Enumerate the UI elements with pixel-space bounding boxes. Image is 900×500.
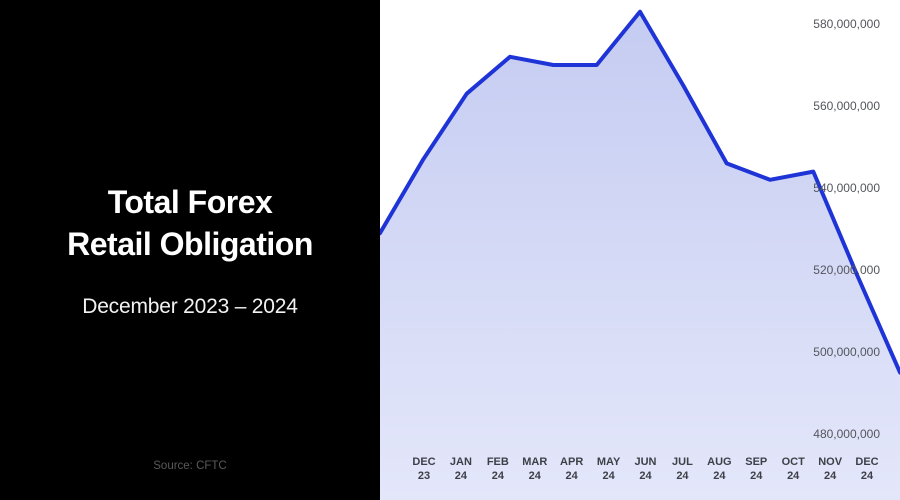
x-label-month: OCT: [781, 456, 805, 468]
chart-title-line1: Total Forex: [107, 184, 273, 220]
x-category-label: AUG 24: [699, 455, 739, 483]
x-category-label: NOV 24: [810, 455, 850, 483]
x-category-label: JUN 24: [626, 455, 666, 483]
x-category-label: SEP 24: [736, 455, 776, 483]
x-category-label: APR 24: [552, 455, 592, 483]
chart-title: Total Forex Retail Obligation: [67, 181, 313, 265]
x-label-month: AUG: [707, 456, 732, 468]
x-label-year: 24: [528, 470, 541, 482]
x-label-month: FEB: [486, 456, 509, 468]
x-category-label: DEC 23: [404, 455, 444, 483]
y-tick-label: 560,000,000: [813, 99, 880, 113]
y-tick-label: 520,000,000: [813, 263, 880, 277]
x-label-month: JAN: [449, 456, 472, 468]
y-tick-label: 480,000,000: [813, 427, 880, 441]
x-label-year: 24: [676, 470, 689, 482]
x-label-month: DEC: [855, 456, 879, 468]
source-label: Source: CFTC: [153, 460, 227, 472]
x-label-year: 24: [823, 470, 837, 482]
x-category-label: FEB 24: [478, 455, 518, 483]
x-category-label: DEC 24: [847, 455, 887, 483]
area-fill: [380, 11, 900, 500]
area-chart: [380, 9, 900, 500]
chart-area: 580,000,000 560,000,000 540,000,000 520,000…: [380, 0, 900, 500]
x-label-year: 24: [750, 470, 763, 482]
trend-line: [380, 9, 900, 375]
x-label-year: 24: [491, 470, 504, 482]
x-category-label: JAN 24: [441, 455, 481, 483]
y-tick-label: 500,000,000: [813, 345, 880, 359]
x-label-month: DEC: [412, 456, 436, 468]
x-label-year: 24: [639, 470, 652, 482]
x-label-year: 24: [787, 470, 800, 482]
x-category-label: MAR 24: [515, 455, 555, 483]
y-tick-label: 580,000,000: [813, 17, 880, 31]
x-label-year: 24: [602, 470, 615, 482]
x-label-month: MAR: [522, 456, 548, 468]
x-label-year: 24: [713, 470, 726, 482]
y-tick-label: 540,000,000: [813, 181, 880, 195]
x-category-label: OCT 24: [773, 455, 813, 483]
x-label-month: APR: [560, 456, 584, 468]
x-label-year: 24: [565, 470, 578, 482]
chart-title-line2: Retail Obligation: [67, 226, 313, 262]
x-label-year: 24: [454, 470, 468, 482]
x-label-year: 23: [417, 470, 431, 482]
chart-subtitle: December 2023 – 2024: [82, 295, 298, 318]
x-label-month: NOV: [818, 456, 843, 468]
x-label-month: JUL: [672, 456, 693, 468]
title-panel: Total Forex Retail Obligation December 20…: [0, 0, 380, 500]
x-category-label: MAY 24: [589, 455, 629, 483]
title-block: Total Forex Retail Obligation December 20…: [67, 181, 313, 319]
x-label-year: 24: [860, 470, 874, 482]
x-label-month: MAY: [596, 456, 621, 468]
x-label-month: SEP: [745, 456, 768, 468]
x-label-month: JUN: [634, 456, 657, 468]
x-category-label: JUL 24: [662, 455, 702, 483]
